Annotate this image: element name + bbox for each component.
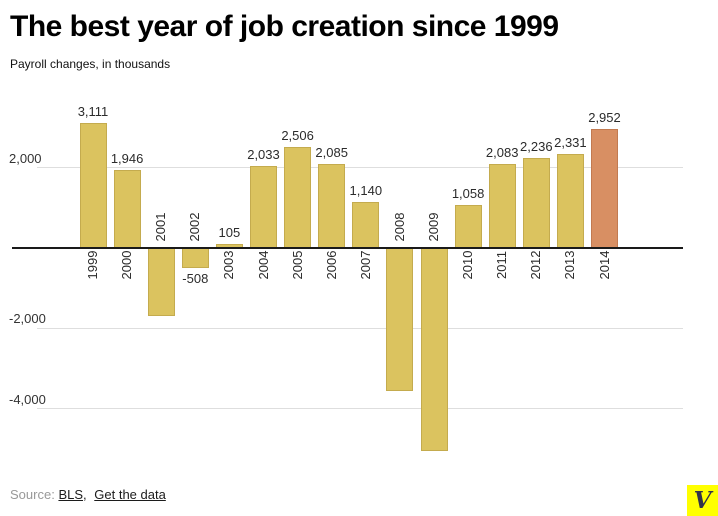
bar-2010 bbox=[454, 205, 482, 248]
gridline--4000 bbox=[37, 408, 683, 410]
bar-2001 bbox=[147, 248, 175, 317]
y-axis-tick-label: 2,000 bbox=[9, 150, 42, 166]
bar-year-label: 2006 bbox=[323, 250, 339, 280]
source-label: Source: bbox=[10, 487, 55, 502]
bar-2011 bbox=[488, 164, 516, 248]
x-axis-line bbox=[12, 246, 683, 249]
bar-2006 bbox=[318, 164, 346, 248]
gridline--2000 bbox=[37, 327, 683, 329]
bar-year-label: 2013 bbox=[562, 250, 578, 280]
bar-2008 bbox=[386, 248, 414, 391]
bar-value-label: 105 bbox=[218, 224, 241, 240]
bar-year-label: 2012 bbox=[528, 250, 544, 280]
bar-2013 bbox=[556, 154, 584, 248]
bar-2000 bbox=[113, 169, 141, 248]
bar-value-label: 1,140 bbox=[349, 183, 383, 199]
y-axis-tick-label: -4,000 bbox=[9, 391, 46, 407]
bar-value-label: 2,506 bbox=[281, 128, 314, 144]
bar-value-label: 3,111 bbox=[77, 103, 109, 119]
chart-subtitle: Payroll changes, in thousands bbox=[10, 57, 171, 71]
bar-year-label: 2003 bbox=[221, 250, 237, 280]
vox-logo-letter: V bbox=[693, 487, 712, 514]
bar-2009 bbox=[420, 248, 448, 451]
bar-2004 bbox=[250, 166, 277, 248]
bar-2002 bbox=[181, 248, 209, 269]
bar-year-label: 2005 bbox=[289, 250, 305, 280]
source-line: Source: BLS, Get the data bbox=[10, 487, 166, 502]
bar-value-label: -508 bbox=[182, 271, 209, 287]
bar-year-label: 1999 bbox=[85, 250, 100, 280]
bar-2005 bbox=[284, 147, 312, 248]
bar-year-label: 2007 bbox=[357, 250, 373, 280]
bar-year-label: 2014 bbox=[596, 250, 612, 280]
bar-value-label: 2,033 bbox=[247, 147, 280, 163]
y-axis-tick-label: -2,000 bbox=[9, 311, 46, 327]
source-separator: , bbox=[83, 487, 87, 502]
bar-value-label: 2,085 bbox=[315, 145, 348, 161]
vox-logo: V bbox=[687, 485, 718, 516]
bar-year-label: 2000 bbox=[119, 250, 135, 280]
bar-value-label: 1,058 bbox=[451, 186, 485, 202]
bar-2007 bbox=[352, 202, 380, 248]
bar-year-label: 2008 bbox=[391, 212, 407, 242]
bar-value-label: 2,331 bbox=[554, 135, 587, 151]
get-the-data-link[interactable]: Get the data bbox=[94, 487, 166, 502]
bar-2014 bbox=[591, 129, 618, 248]
gridline-2000 bbox=[37, 167, 683, 169]
bar-2012 bbox=[522, 158, 550, 248]
bar-year-label: 2011 bbox=[494, 251, 510, 279]
source-bls-link[interactable]: BLS bbox=[58, 487, 84, 502]
bar-value-label: 2,236 bbox=[520, 139, 553, 155]
bar-value-label: 1,946 bbox=[110, 150, 144, 166]
bar-year-label: 2001 bbox=[153, 212, 169, 242]
bar-year-label: 2004 bbox=[255, 250, 271, 280]
bar-year-label: 2009 bbox=[426, 212, 441, 242]
bar-1999 bbox=[79, 122, 107, 248]
chart-title: The best year of job creation since 1999 bbox=[10, 10, 559, 43]
bar-value-label: 2,083 bbox=[485, 145, 519, 161]
bar-value-label: 2,952 bbox=[588, 110, 621, 126]
bar-year-label: 2010 bbox=[460, 250, 476, 280]
